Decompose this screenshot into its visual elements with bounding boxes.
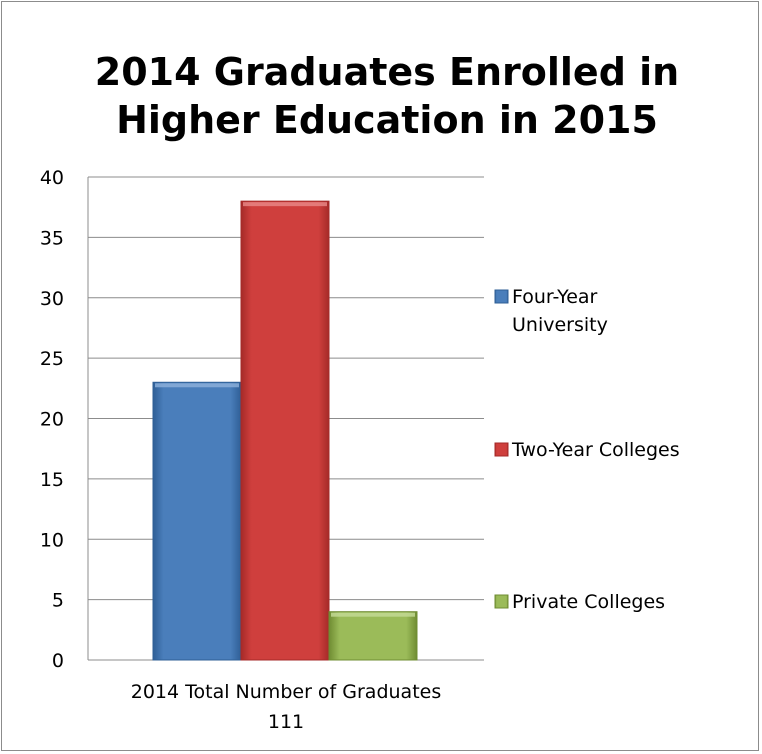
y-tick-label: 5 xyxy=(52,590,64,612)
legend-swatch xyxy=(494,289,509,304)
y-tick-label: 0 xyxy=(52,650,64,672)
legend-swatch xyxy=(494,594,509,609)
bar-highlight xyxy=(243,202,327,207)
x-category-label-line-1: 2014 Total Number of Graduates xyxy=(131,681,442,703)
y-tick-label: 20 xyxy=(40,409,64,431)
y-tick-label: 15 xyxy=(40,469,64,491)
chart-title-line-1: 2014 Graduates Enrolled in xyxy=(94,50,680,94)
legend-swatch xyxy=(494,442,509,457)
legend-label: Two-Year Colleges xyxy=(511,439,680,461)
y-tick-label: 25 xyxy=(40,348,64,370)
chart-title: 2014 Graduates Enrolled in Higher Educat… xyxy=(42,48,732,144)
bar-highlight xyxy=(331,612,415,617)
y-tick-label: 35 xyxy=(40,227,64,249)
bar-highlight xyxy=(155,383,239,388)
chart-title-line-2: Higher Education in 2015 xyxy=(116,98,658,142)
legend-label: University xyxy=(512,314,608,336)
y-tick-label: 30 xyxy=(40,288,64,310)
x-category-label-line-2: 111 xyxy=(268,711,304,733)
legend-label: Four-Year xyxy=(512,286,598,308)
y-tick-label: 10 xyxy=(40,529,64,551)
legend-label: Private Colleges xyxy=(512,591,665,613)
bar-four-year-university xyxy=(152,381,242,661)
bar-private-colleges xyxy=(328,611,418,661)
y-tick-label: 40 xyxy=(40,167,64,189)
bar-two-year-colleges xyxy=(240,200,330,661)
